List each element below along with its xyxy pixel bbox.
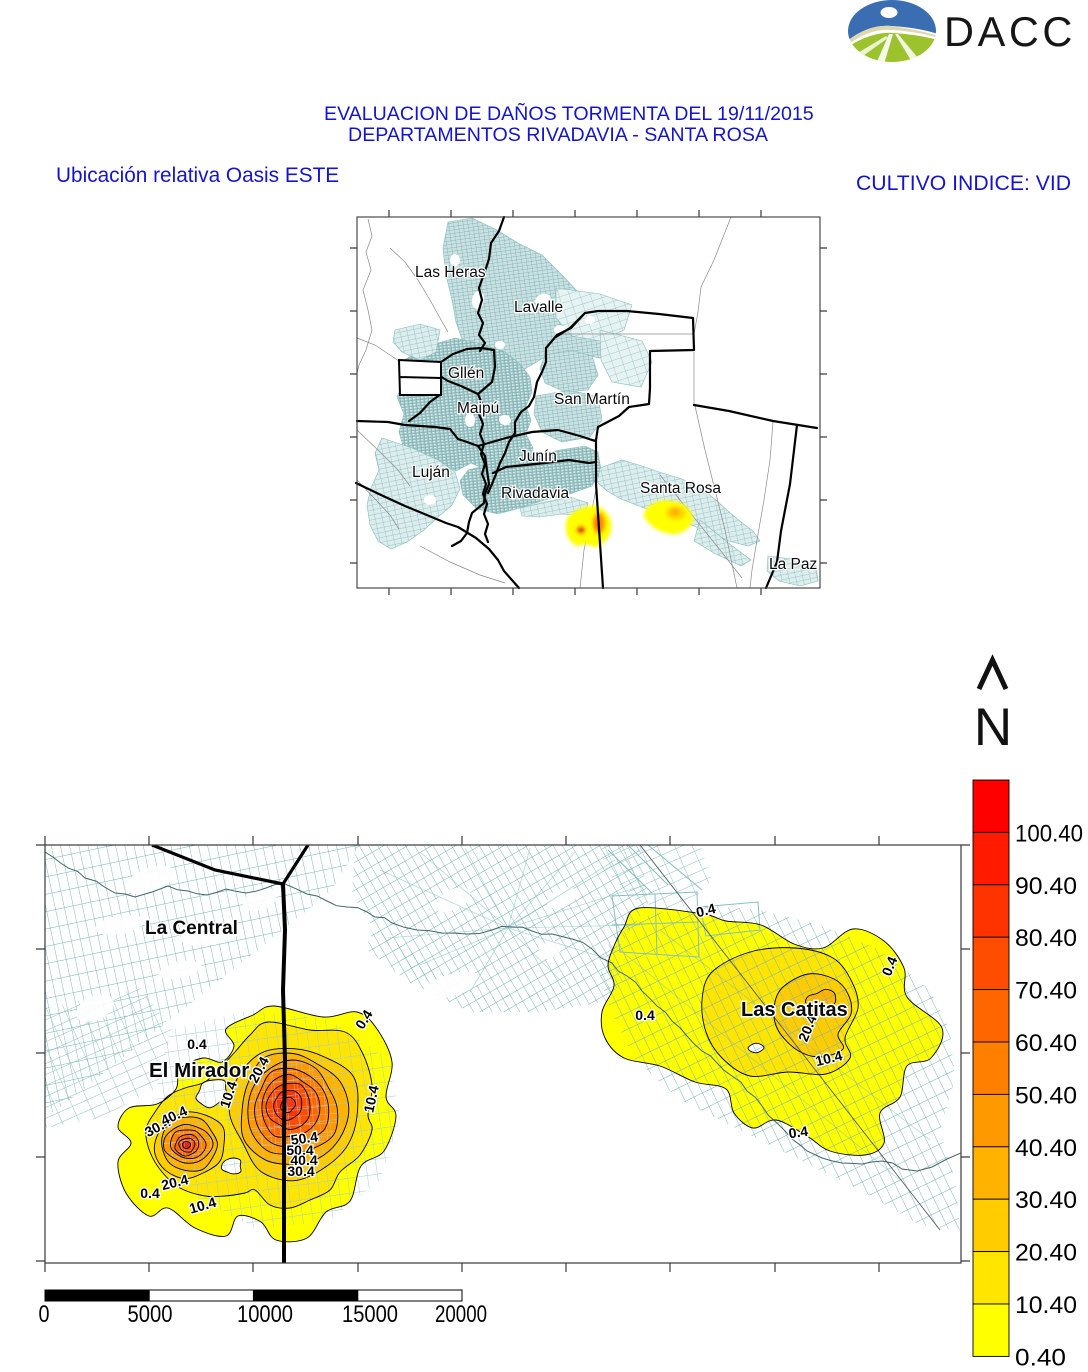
svg-text:100.40: 100.40 (1015, 820, 1083, 847)
svg-text:30.40: 30.40 (1015, 1187, 1077, 1214)
svg-text:Lavalle: Lavalle (514, 299, 563, 316)
svg-text:20000: 20000 (435, 1301, 487, 1328)
svg-text:70.40: 70.40 (1015, 978, 1077, 1005)
svg-text:Maipú: Maipú (457, 400, 499, 417)
svg-text:0.4: 0.4 (635, 1007, 655, 1023)
svg-text:San Martín: San Martín (554, 391, 630, 408)
svg-text:40.40: 40.40 (1015, 1135, 1077, 1162)
svg-text:Luján: Luján (412, 464, 450, 481)
svg-text:5000: 5000 (128, 1301, 173, 1328)
svg-text:90.40: 90.40 (1015, 873, 1077, 900)
svg-text:0.4: 0.4 (694, 900, 717, 920)
svg-text:La Central: La Central (145, 918, 238, 939)
svg-text:0.4: 0.4 (140, 1185, 160, 1201)
svg-text:50.4: 50.4 (290, 1128, 319, 1148)
svg-text:10.40: 10.40 (1015, 1292, 1077, 1319)
svg-text:Las Catitas: Las Catitas (741, 999, 848, 1021)
svg-text:El Mirador: El Mirador (149, 1059, 249, 1082)
svg-text:Junín: Junín (519, 448, 557, 465)
svg-text:0.4: 0.4 (788, 1123, 810, 1142)
svg-text:10000: 10000 (237, 1301, 293, 1328)
svg-text:50.4: 50.4 (286, 1142, 313, 1158)
svg-text:N: N (974, 698, 1012, 757)
svg-text:Gllén: Gllén (448, 365, 484, 382)
svg-text:15000: 15000 (342, 1301, 398, 1328)
svg-text:80.40: 80.40 (1015, 925, 1077, 952)
svg-text:DACC: DACC (944, 8, 1076, 55)
svg-text:Rivadavia: Rivadavia (501, 485, 569, 502)
svg-text:0.40: 0.40 (1015, 1344, 1066, 1371)
svg-text:Las Heras: Las Heras (415, 264, 486, 281)
svg-text:La Paz: La Paz (769, 556, 817, 573)
svg-text:20.40: 20.40 (1015, 1240, 1077, 1267)
svg-text:0: 0 (39, 1301, 50, 1328)
svg-text:10.4: 10.4 (360, 1084, 381, 1114)
svg-text:Santa Rosa: Santa Rosa (640, 480, 721, 497)
svg-text:40.4: 40.4 (290, 1152, 317, 1168)
svg-text:0.4: 0.4 (187, 1036, 207, 1052)
svg-text:60.40: 60.40 (1015, 1030, 1077, 1057)
svg-text:30.4: 30.4 (287, 1163, 314, 1179)
svg-text:50.40: 50.40 (1015, 1082, 1077, 1109)
